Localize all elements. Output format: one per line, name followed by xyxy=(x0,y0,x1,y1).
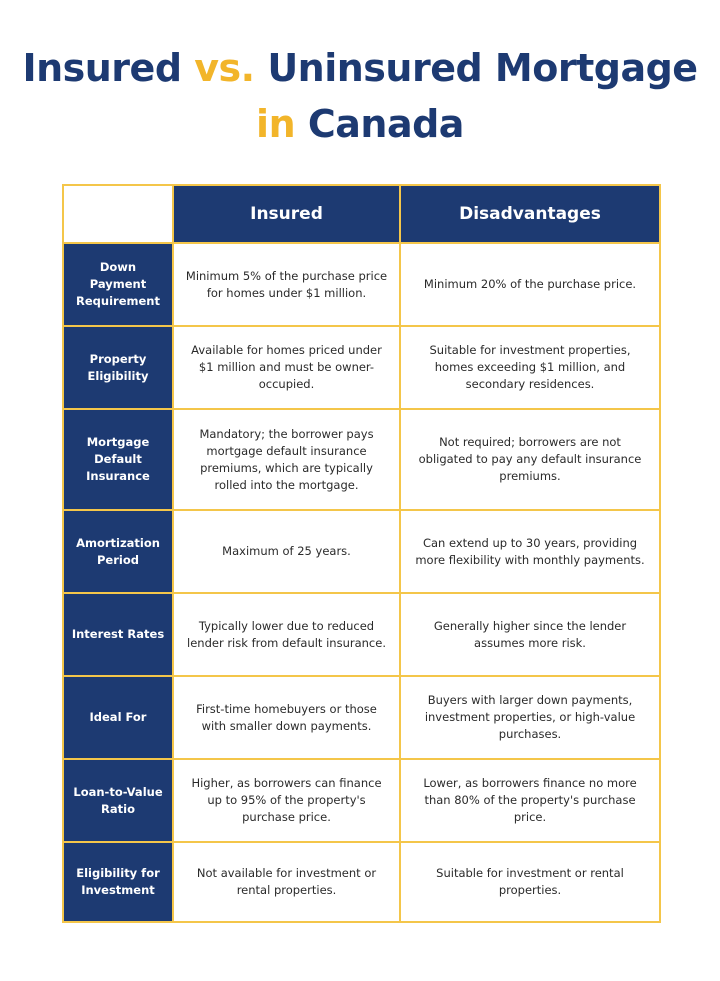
table-row: Amortization Period Maximum of 25 years. C… xyxy=(62,509,661,594)
uninsured-cell: Not required; borrowers are not obligate… xyxy=(399,408,661,511)
title-in: in xyxy=(256,102,296,146)
header-insured: Insured xyxy=(172,184,401,244)
table-row: Mortgage Default Insurance Mandatory; the… xyxy=(62,408,661,511)
uninsured-cell: Minimum 20% of the purchase price. xyxy=(399,242,661,327)
insured-cell: First-time homebuyers or those with smal… xyxy=(172,675,401,760)
title-canada: Canada xyxy=(307,102,465,146)
header-blank xyxy=(62,184,174,244)
uninsured-cell: Buyers with larger down payments, invest… xyxy=(399,675,661,760)
insured-cell: Maximum of 25 years. xyxy=(172,509,401,594)
insured-cell: Not available for investment or rental p… xyxy=(172,841,401,923)
row-label: Down Payment Requirement xyxy=(62,242,174,327)
table-row: Eligibility for Investment Not available … xyxy=(62,841,661,923)
row-label: Property Eligibility xyxy=(62,325,174,410)
row-label: Amortization Period xyxy=(62,509,174,594)
uninsured-cell: Generally higher since the lender assume… xyxy=(399,592,661,677)
table-header-row: Insured Disadvantages xyxy=(62,184,661,244)
row-label: Loan-to-Value Ratio xyxy=(62,758,174,843)
uninsured-cell: Can extend up to 30 years, providing mor… xyxy=(399,509,661,594)
row-label: Eligibility for Investment xyxy=(62,841,174,923)
insured-cell: Higher, as borrowers can finance up to 9… xyxy=(172,758,401,843)
table-row: Interest Rates Typically lower due to red… xyxy=(62,592,661,677)
uninsured-cell: Lower, as borrowers finance no more than… xyxy=(399,758,661,843)
insured-cell: Available for homes priced under $1 mill… xyxy=(172,325,401,410)
insured-cell: Minimum 5% of the purchase price for hom… xyxy=(172,242,401,327)
row-label: Mortgage Default Insurance xyxy=(62,408,174,511)
insured-cell: Typically lower due to reduced lender ri… xyxy=(172,592,401,677)
comparison-table: Insured Disadvantages Down Payment Requi… xyxy=(62,184,661,923)
table-row: Ideal For First-time homebuyers or those … xyxy=(62,675,661,760)
page-title: Insured vs. Uninsured Mortgage in Canada xyxy=(0,40,720,152)
row-label: Interest Rates xyxy=(62,592,174,677)
insured-cell: Mandatory; the borrower pays mortgage de… xyxy=(172,408,401,511)
title-insured: Insured xyxy=(22,46,182,90)
row-label: Ideal For xyxy=(62,675,174,760)
title-vs: vs. xyxy=(194,46,255,90)
uninsured-cell: Suitable for investment properties, home… xyxy=(399,325,661,410)
header-disadvantages: Disadvantages xyxy=(399,184,661,244)
table-row: Property Eligibility Available for homes … xyxy=(62,325,661,410)
title-uninsured: Uninsured Mortgage xyxy=(267,46,698,90)
table-row: Down Payment Requirement Minimum 5% of th… xyxy=(62,242,661,327)
table-row: Loan-to-Value Ratio Higher, as borrowers … xyxy=(62,758,661,843)
uninsured-cell: Suitable for investment or rental proper… xyxy=(399,841,661,923)
